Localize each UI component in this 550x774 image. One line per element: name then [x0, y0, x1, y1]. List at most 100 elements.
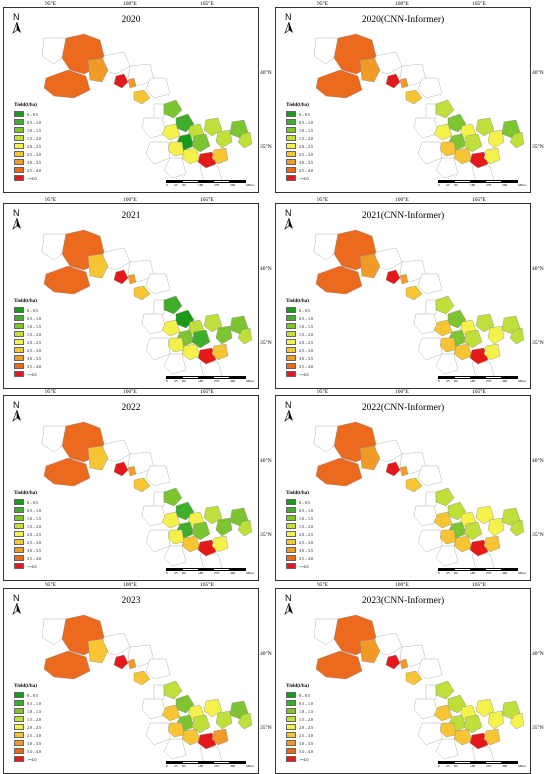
region-west-large: [43, 650, 91, 680]
legend-title: Yield(t/ha): [286, 299, 309, 304]
region-no-data: [153, 299, 165, 317]
longitude-label: 95°E: [45, 582, 57, 588]
region-hexi-2: [127, 465, 137, 477]
region-south-4: [439, 337, 457, 353]
region-central-4: [161, 704, 181, 722]
latitude-label: 35°N: [260, 725, 272, 731]
north-label: N: [13, 400, 20, 410]
legend-swatch: [286, 167, 296, 173]
region-west-middle: [359, 253, 381, 279]
scale-label: 360: [502, 379, 508, 383]
scale-label: 90: [182, 764, 186, 768]
region-west-middle: [87, 445, 109, 471]
legend-label: >=4.0: [27, 563, 37, 569]
legend-label: 1.5 – 2.0: [27, 331, 41, 337]
legend-label: 1.5 – 2.0: [27, 523, 41, 529]
north-arrow-icon: N: [282, 400, 296, 422]
legend-label: 0 – 0.5: [299, 307, 310, 313]
region-central-6: [463, 329, 483, 349]
longitude-label: 95°E: [317, 197, 329, 203]
legend-label: 0.5 – 1.0: [27, 700, 41, 706]
longitude-label: 100°E: [395, 582, 409, 588]
legend-item: 0.5 – 1.0: [286, 314, 313, 322]
region-east-2: [237, 519, 253, 537]
legend-swatch: [286, 331, 296, 337]
legend-swatch: [286, 175, 296, 181]
legend-label: 3.5 – 4.0: [299, 167, 313, 173]
legend-label: 1.0 – 1.5: [299, 515, 313, 521]
legend-item: 0.5 – 1.0: [14, 314, 41, 322]
north-arrow-icon: N: [282, 593, 296, 615]
legend-swatch: [14, 111, 24, 117]
legend-label: 0 – 0.5: [27, 692, 38, 698]
region-south-1: [181, 147, 201, 165]
region-east-2: [509, 519, 525, 537]
region-central-1: [435, 99, 455, 119]
region-hexi-2: [399, 465, 409, 477]
region-west-large: [315, 265, 363, 295]
panel-title: 2021(CNN-Informer): [361, 211, 445, 221]
legend-item: 0.5 – 1.0: [286, 118, 313, 126]
scale-label: 45: [446, 183, 450, 187]
region-hexi-1: [113, 654, 129, 670]
legend-item: 2.0 – 2.5: [14, 338, 41, 346]
region-central-1: [435, 295, 455, 315]
legend: Yield(t/ha) 0 – 0.5 0.5 – 1.0 1.0 – 1.5 1.5 …: [286, 491, 313, 570]
legend-label: 0 – 0.5: [27, 499, 38, 505]
scale-unit: Miles: [518, 183, 526, 187]
legend-item: 2.0 – 2.5: [286, 723, 313, 731]
region-hexi-3: [405, 670, 423, 686]
region-hexi-1: [385, 654, 401, 670]
legend-label: 2.0 – 2.5: [299, 724, 313, 730]
region-west-middle: [87, 253, 109, 279]
longitude-label: 100°E: [123, 582, 137, 588]
scale-label: 90: [454, 183, 458, 187]
legend-label: 0 – 0.5: [299, 499, 310, 505]
legend-swatch: [286, 740, 296, 746]
legend-swatch: [14, 692, 24, 698]
legend-label: 0 – 0.5: [299, 692, 310, 698]
scale-label: 45: [174, 571, 178, 575]
legend-item: 1.0 – 1.5: [14, 322, 41, 330]
legend-swatch: [286, 363, 296, 369]
region-no-data: [145, 722, 171, 746]
scale-label: 270: [486, 183, 492, 187]
legend-swatch: [14, 748, 24, 754]
scale-unit: Miles: [518, 379, 526, 383]
scale-bar: 0 45 90 180 270 360 Miles: [438, 568, 526, 578]
legend-label: 1.5 – 2.0: [299, 716, 313, 722]
region-south-1: [181, 343, 201, 361]
scale-label: 270: [214, 379, 220, 383]
north-label: N: [285, 208, 292, 218]
longitude-label: 95°E: [45, 1, 57, 7]
legend-swatch: [286, 355, 296, 361]
legend-label: 1.0 – 1.5: [27, 708, 41, 714]
region-east-2: [509, 712, 525, 730]
scale-label: 90: [454, 379, 458, 383]
region-south-4: [439, 529, 457, 545]
legend-item: 3.0 – 3.5: [286, 158, 313, 166]
legend: Yield(t/ha) 0 – 0.5 0.5 – 1.0 1.0 – 1.5 1.5 …: [14, 491, 41, 570]
north-label: N: [13, 208, 20, 218]
region-central-4: [161, 123, 181, 141]
legend-item: 3.5 – 4.0: [14, 554, 41, 562]
legend-item: 3.0 – 3.5: [14, 739, 41, 747]
legend-item: 0.5 – 1.0: [14, 118, 41, 126]
region-east-2: [509, 327, 525, 345]
legend-item: 2.5 – 3.0: [286, 150, 313, 158]
legend-swatch: [286, 151, 296, 157]
legend-swatch: [14, 127, 24, 133]
legend-swatch: [286, 531, 296, 537]
legend-item: 2.0 – 2.5: [286, 530, 313, 538]
legend-swatch: [286, 732, 296, 738]
scale-unit: Miles: [246, 183, 254, 187]
scale-label: 360: [230, 183, 236, 187]
legend-label: 0.5 – 1.0: [299, 700, 313, 706]
longitude-label: 100°E: [395, 1, 409, 7]
scale-bar: 0 45 90 180 270 360 Miles: [438, 376, 526, 386]
legend-swatch: [286, 700, 296, 706]
latitude-label: 40°N: [532, 651, 544, 657]
region-central-8: [487, 710, 505, 730]
legend-label: 3.0 – 3.5: [299, 355, 313, 361]
north-label: N: [13, 593, 20, 603]
